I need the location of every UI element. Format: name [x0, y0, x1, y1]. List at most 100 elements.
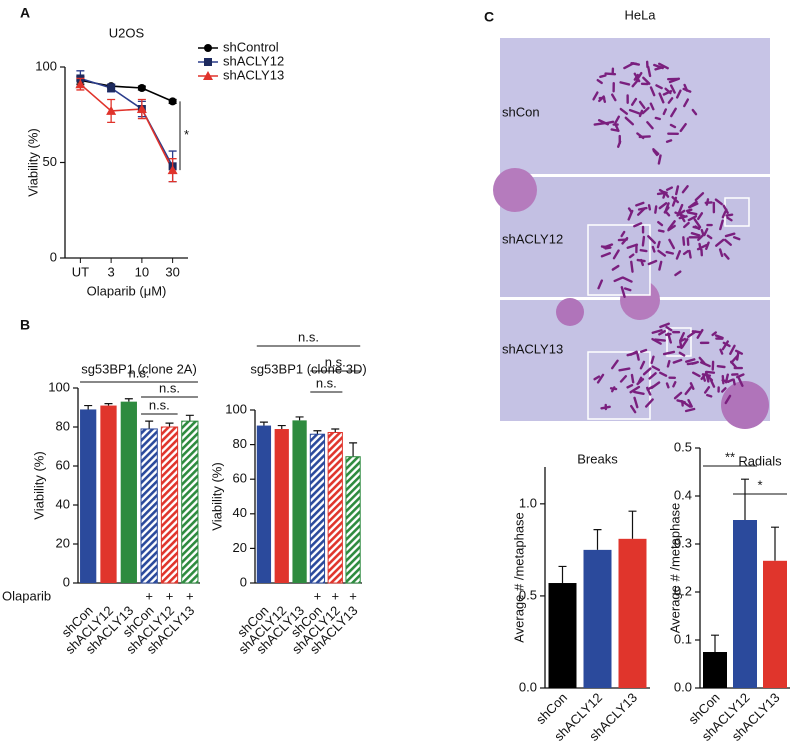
chart-title: Radials: [738, 453, 782, 468]
chromosome: [633, 222, 643, 228]
y-axis-label: Viability (%): [31, 451, 46, 519]
chromosome: [691, 108, 698, 116]
chromosome: [641, 106, 650, 115]
chromosome: [633, 396, 639, 409]
chromosome: [647, 65, 652, 78]
chromosome: [725, 213, 734, 217]
chromosome: [651, 365, 661, 372]
chromosome: [705, 241, 710, 251]
chromosome: [653, 338, 666, 342]
chromosome: [651, 245, 656, 253]
chart-title: Breaks: [577, 451, 618, 466]
chromosome: [592, 91, 599, 101]
bar: [140, 428, 158, 584]
chromosome: [718, 248, 724, 258]
chromosome: [596, 78, 603, 85]
chromosome: [627, 207, 633, 214]
panel-label: B: [20, 317, 30, 333]
y-tick-label: 20: [56, 535, 70, 550]
chromosome: [664, 210, 671, 217]
chromosome: [644, 398, 654, 408]
chromosome: [656, 240, 661, 249]
bar: [181, 420, 199, 584]
treatment-mark: +: [145, 588, 153, 603]
chromosome: [716, 364, 726, 369]
chromosome: [651, 329, 663, 334]
chromosome: [639, 360, 646, 370]
chromosome: [604, 72, 617, 76]
chromosome: [620, 230, 626, 238]
panel-label: C: [484, 9, 494, 25]
chromosome: [624, 116, 635, 126]
treatment-mark: +: [166, 588, 174, 603]
chromosome: [629, 385, 641, 394]
annotation: n.s.: [129, 365, 150, 380]
annotation: *: [757, 477, 762, 492]
chromosome: [674, 270, 682, 277]
y-tick-label: 1.0: [519, 495, 537, 510]
marker: [168, 97, 177, 106]
y-tick-label: 0.0: [674, 679, 692, 694]
chromosome: [618, 367, 631, 372]
chromosome: [667, 220, 676, 231]
chromosome: [658, 260, 663, 271]
chromosome: [706, 234, 713, 240]
chromosome: [636, 378, 645, 386]
inset-box: [666, 327, 692, 357]
chromosome: [600, 252, 611, 258]
chromosome: [654, 116, 661, 121]
chromosome: [719, 219, 724, 231]
chromosome: [599, 74, 607, 79]
bar: [120, 401, 137, 583]
x-tick-label: 30: [165, 264, 179, 279]
chromosome: [638, 109, 644, 118]
x-axis-label: Olaparib (μM): [87, 283, 167, 298]
chromosome: [683, 221, 690, 229]
chromosome: [714, 334, 724, 340]
chromosome: [657, 154, 662, 165]
treatment-mark: +: [314, 588, 322, 603]
y-tick-label: 0.0: [519, 679, 537, 694]
y-tick-label: 0.2: [674, 583, 692, 598]
marker: [167, 165, 178, 175]
chromosome: [715, 238, 725, 247]
chromosome: [612, 249, 620, 260]
chromosome: [630, 373, 635, 384]
chromosome: [631, 79, 639, 88]
series-line: [79, 83, 174, 171]
chromosome: [600, 405, 611, 410]
annotation: n.s.: [298, 329, 319, 344]
chromosome: [635, 71, 643, 81]
chromosome: [676, 209, 686, 217]
bar: [327, 431, 343, 584]
chromosome: [724, 373, 729, 384]
treatment-label: Olaparib: [2, 588, 51, 603]
chromosome: [678, 351, 686, 357]
bar: [583, 549, 612, 688]
annotation: n.s.: [325, 354, 346, 369]
chromosome: [596, 373, 605, 384]
chromosome: [679, 337, 687, 343]
error-bar: [124, 398, 133, 402]
chromosome: [604, 246, 612, 250]
chromosome: [619, 375, 628, 383]
chromosome: [657, 229, 665, 233]
chromosome: [736, 373, 745, 379]
legend-label: shACLY13: [223, 67, 284, 82]
error-bar: [558, 565, 567, 584]
chromosome: [705, 370, 716, 374]
chromosome: [642, 367, 652, 376]
chromosome: [593, 122, 606, 126]
annotation: **: [725, 449, 735, 464]
chromosome: [671, 196, 678, 207]
bar: [80, 409, 97, 583]
chromosome: [722, 341, 731, 348]
bar: [548, 583, 577, 688]
chromosome: [673, 391, 683, 400]
chromosome: [628, 253, 635, 259]
chromosome: [642, 76, 651, 85]
chromosome: [693, 218, 702, 229]
chromosome: [636, 207, 646, 216]
chromosome: [636, 353, 640, 361]
